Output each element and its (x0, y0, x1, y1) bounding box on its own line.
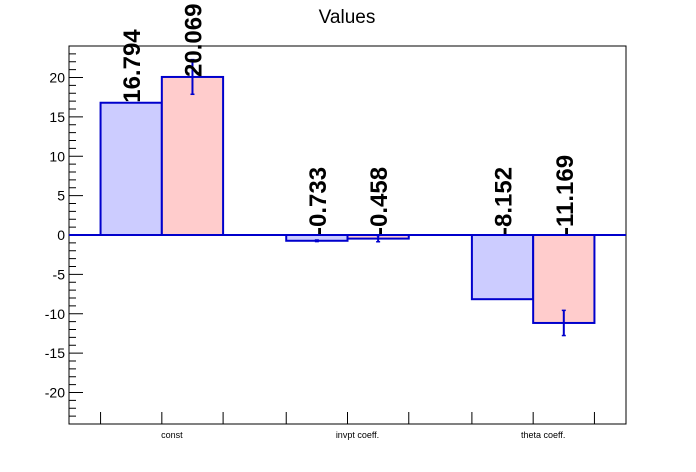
data-label: 16.794 (119, 29, 146, 103)
y-tick-label: 10 (49, 148, 65, 164)
y-tick-label: -15 (45, 345, 65, 361)
y-tick-label: 0 (57, 227, 65, 243)
y-tick-label: 15 (49, 109, 65, 125)
data-label: -0.458 (366, 167, 393, 235)
data-label: 20.069 (180, 4, 207, 77)
x-category-label: const (161, 430, 183, 440)
bar (99, 101, 163, 236)
bar (470, 234, 535, 301)
data-label: -8.152 (491, 167, 518, 235)
error-bars (190, 58, 566, 337)
y-tick-label: 20 (49, 70, 65, 86)
y-tick-label: 5 (57, 188, 65, 204)
x-category-label: invpt coeff. (336, 430, 379, 440)
y-tick-label: -5 (53, 266, 66, 282)
data-label: -11.169 (552, 155, 579, 235)
data-label: -0.733 (305, 167, 332, 235)
data-labels: 16.794 -0.733 -8.152 20.069 -0.458 -11.169 (119, 4, 579, 235)
y-tick-label: -20 (45, 385, 65, 401)
bar (160, 75, 225, 237)
x-axis: const invpt coeff. theta coeff. (100, 412, 595, 440)
bars (99, 75, 596, 324)
x-category-label: theta coeff. (521, 430, 565, 440)
chart-title: Values (319, 7, 376, 28)
y-tick-label: -10 (45, 306, 65, 322)
y-axis: -20 -15 -10 -5 0 5 10 15 20 (45, 45, 83, 425)
